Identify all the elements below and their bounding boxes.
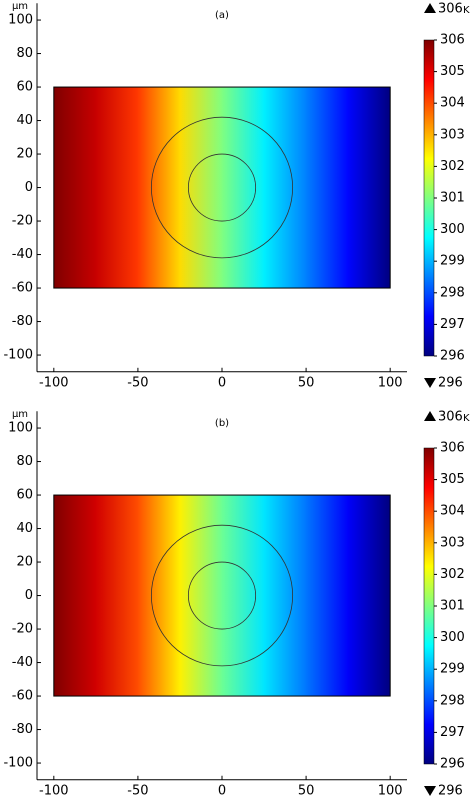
y-tick-label: -20 (12, 214, 33, 229)
y-tick-label: 80 (16, 46, 33, 61)
x-tick-label: -50 (127, 375, 148, 390)
min-marker (424, 786, 436, 796)
field-strip (347, 87, 391, 289)
max-marker (424, 3, 436, 13)
field-strip (305, 495, 349, 697)
colorbar-tick-label: 302 (440, 159, 465, 174)
x-tick-label: 50 (298, 783, 315, 798)
y-tick-label: 0 (25, 588, 33, 603)
unit-label: K (463, 5, 470, 16)
domain-boundary (53, 494, 391, 697)
circle-boundary (150, 524, 294, 667)
y-tick-label: 100 (8, 421, 33, 436)
colorbar-tick-label: 296 (440, 349, 465, 364)
min-label: 296 (438, 784, 463, 799)
unit-label: K (463, 413, 470, 424)
colorbar-tick-label: 298 (440, 285, 465, 300)
y-tick-label: 20 (16, 555, 33, 570)
field-strip (137, 495, 181, 697)
x-tick-label: 100 (378, 375, 403, 390)
y-tick-label: -40 (12, 655, 33, 670)
x-tick-label: -100 (39, 375, 69, 390)
colorbar-tick-label: 305 (440, 64, 465, 79)
y-tick-label: -80 (12, 314, 33, 329)
field-strip (137, 87, 181, 289)
colorbar-tick-label: 297 (440, 725, 465, 740)
y-tick-label: 0 (25, 180, 33, 195)
colorbar-tick-label: 301 (440, 599, 465, 614)
y-tick-label: 20 (16, 147, 33, 162)
colorbar-tick-label: 296 (440, 757, 465, 772)
min-label: 296 (438, 376, 463, 391)
panel-title: (b) (215, 418, 229, 429)
y-unit: μm (12, 409, 28, 420)
field-strip (95, 495, 139, 697)
y-tick-label: -80 (12, 722, 33, 737)
circle-boundary (150, 116, 294, 259)
field-strip (263, 495, 307, 697)
colorbar-tick-label: 298 (440, 693, 465, 708)
field-strip (347, 495, 391, 697)
y-tick-label: -100 (3, 348, 33, 363)
y-unit: μm (12, 1, 28, 12)
colorbar-tick-label: 306 (440, 33, 465, 48)
colorbar-tick-label: 300 (440, 630, 465, 645)
domain-boundary (53, 86, 391, 289)
y-tick-label: -60 (12, 281, 33, 296)
colorbar-tick-label: 301 (440, 191, 465, 206)
y-tick-label: 100 (8, 13, 33, 28)
colorbar-tick-label: 299 (440, 662, 465, 677)
x-tick-label: 50 (298, 375, 315, 390)
y-tick-label: -40 (12, 247, 33, 262)
y-tick-label: 60 (16, 488, 33, 503)
colorbar (423, 447, 435, 765)
x-tick-label: 100 (378, 783, 403, 798)
y-tick-label: -100 (3, 756, 33, 771)
colorbar-tick-label: 303 (440, 535, 465, 550)
colorbar-tick-label: 300 (440, 222, 465, 237)
field-strip (53, 87, 97, 289)
x-tick-label: -50 (127, 783, 148, 798)
x-tick-label: -100 (39, 783, 69, 798)
x-tick-label: 0 (218, 783, 226, 798)
max-label: 306 (438, 410, 463, 425)
field-strip (263, 87, 307, 289)
y-tick-label: 60 (16, 80, 33, 95)
colorbar-tick-label: 305 (440, 472, 465, 487)
colorbar-tick-label: 303 (440, 127, 465, 142)
field-strip (95, 87, 139, 289)
circle-boundary (187, 561, 257, 630)
colorbar-tick-label: 304 (440, 96, 465, 111)
y-tick-label: 80 (16, 454, 33, 469)
panel-title: (a) (215, 10, 229, 21)
colorbar-tick-label: 297 (440, 317, 465, 332)
max-marker (424, 411, 436, 421)
y-tick-label: 40 (16, 521, 33, 536)
circle-boundary (187, 153, 257, 222)
colorbar (423, 39, 435, 357)
y-tick-label: 40 (16, 113, 33, 128)
colorbar-tick-label: 304 (440, 504, 465, 519)
field-strip (53, 495, 97, 697)
y-tick-label: -60 (12, 689, 33, 704)
y-tick-label: -20 (12, 622, 33, 637)
field-strip (305, 87, 349, 289)
x-tick-label: 0 (218, 375, 226, 390)
colorbar-tick-label: 302 (440, 567, 465, 582)
max-label: 306 (438, 2, 463, 17)
colorbar-tick-label: 306 (440, 441, 465, 456)
colorbar-tick-label: 299 (440, 254, 465, 269)
min-marker (424, 378, 436, 388)
